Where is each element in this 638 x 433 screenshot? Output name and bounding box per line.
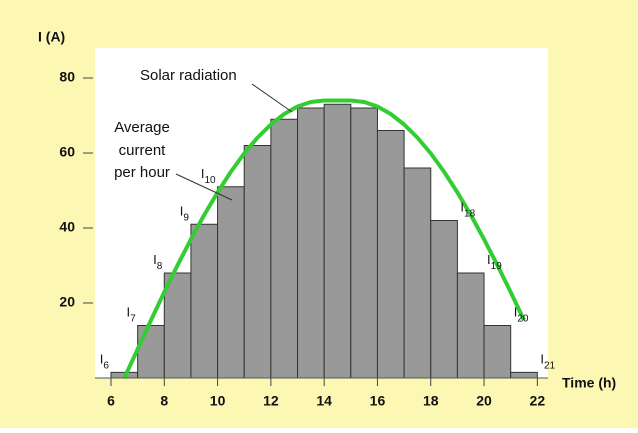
bar-annotation: Average bbox=[114, 119, 170, 136]
bar bbox=[350, 107, 378, 379]
bar-label-main: I bbox=[540, 352, 544, 367]
bar-label-sub: 20 bbox=[517, 313, 529, 324]
bar bbox=[430, 220, 458, 379]
bar bbox=[217, 186, 245, 379]
bar-label-sub: 6 bbox=[103, 360, 109, 371]
bar-label: I9 bbox=[180, 204, 190, 223]
bar-label-main: I bbox=[514, 305, 518, 320]
bar-label-sub: 10 bbox=[204, 174, 216, 185]
bar bbox=[243, 145, 272, 379]
x-tick-label: 8 bbox=[160, 393, 168, 409]
bar-label-main: I bbox=[180, 204, 184, 219]
y-tick-label: 80 bbox=[59, 69, 75, 85]
bar-label-sub: 18 bbox=[464, 208, 476, 219]
curve bbox=[122, 98, 526, 379]
x-tick-label: 12 bbox=[263, 393, 279, 409]
bar-annotation: per hour bbox=[114, 164, 170, 181]
x-tick-label: 14 bbox=[316, 393, 332, 409]
leader-line bbox=[251, 83, 293, 113]
bar-label: I21 bbox=[540, 352, 555, 371]
curve-annotation: Solar radiation bbox=[140, 67, 237, 84]
x-tick-label: 16 bbox=[370, 393, 386, 409]
bar-label-sub: 9 bbox=[183, 212, 189, 223]
x-axis-label: Time (h) bbox=[562, 375, 616, 391]
bar-label-main: I bbox=[126, 305, 130, 320]
bar-label-main: I bbox=[487, 252, 491, 267]
y-tick-label: 40 bbox=[59, 219, 75, 235]
leader-line bbox=[175, 173, 233, 201]
bar-label-main: I bbox=[460, 200, 464, 215]
bar bbox=[456, 272, 485, 379]
bar-label: I6 bbox=[100, 352, 110, 371]
bar-label: I20 bbox=[514, 305, 529, 324]
bar bbox=[376, 130, 405, 379]
bar bbox=[483, 325, 512, 379]
bar bbox=[510, 371, 538, 379]
bar bbox=[270, 118, 299, 379]
bar-label-main: I bbox=[153, 252, 157, 267]
bar-label-sub: 7 bbox=[130, 313, 136, 324]
x-tick-label: 22 bbox=[530, 393, 546, 409]
bar-label-main: I bbox=[201, 166, 205, 181]
bar bbox=[297, 107, 325, 379]
bar-label-sub: 8 bbox=[157, 261, 163, 272]
x-tick-label: 18 bbox=[423, 393, 439, 409]
bar-label-sub: 21 bbox=[544, 360, 556, 371]
x-tick-label: 6 bbox=[107, 393, 115, 409]
x-tick-label: 10 bbox=[210, 393, 226, 409]
bar-label-sub: 19 bbox=[491, 261, 503, 272]
bar bbox=[323, 103, 352, 379]
bar-label-main: I bbox=[100, 352, 104, 367]
bar bbox=[403, 167, 432, 379]
bar-label: I8 bbox=[153, 252, 163, 271]
bar-label: I18 bbox=[460, 200, 475, 219]
bar bbox=[137, 325, 165, 379]
bar-annotation: current bbox=[119, 142, 167, 159]
bar-label: I19 bbox=[487, 252, 502, 271]
y-tick-label: 60 bbox=[59, 144, 75, 160]
x-tick-label: 20 bbox=[476, 393, 492, 409]
y-tick-label: 20 bbox=[59, 294, 75, 310]
bar-label: I7 bbox=[126, 305, 136, 324]
y-axis-label: I (A) bbox=[38, 29, 65, 45]
bar bbox=[163, 272, 192, 379]
bar-label: I10 bbox=[201, 166, 216, 185]
bar bbox=[190, 223, 219, 379]
